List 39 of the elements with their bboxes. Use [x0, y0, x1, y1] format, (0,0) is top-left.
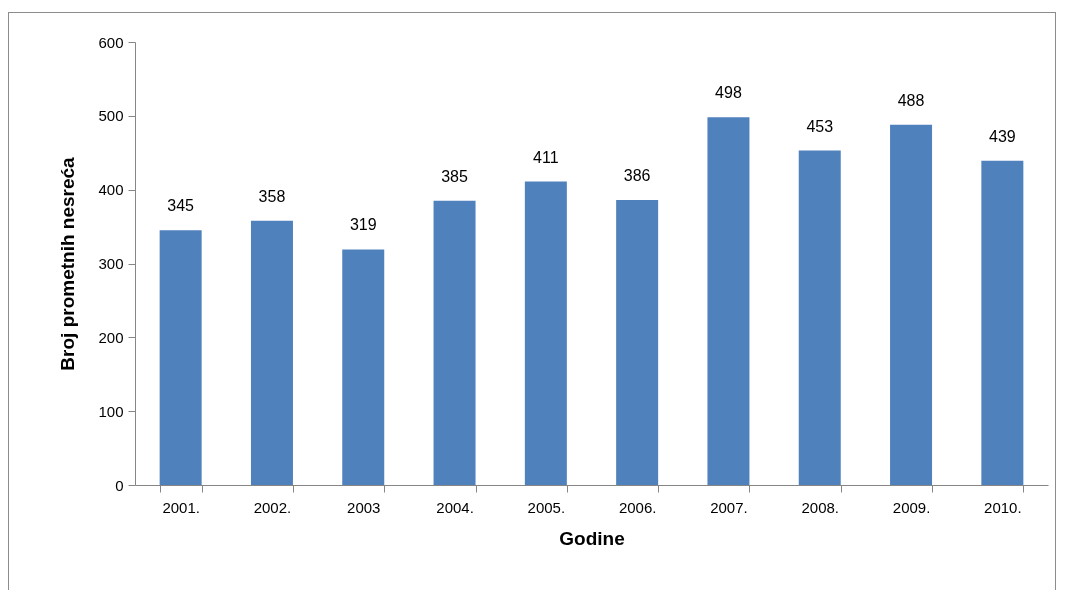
y-tick-label: 0 [115, 476, 124, 494]
y-tick-label: 500 [98, 107, 124, 125]
data-label: 345 [167, 197, 195, 215]
x-tick-label: 2003 [347, 498, 381, 516]
bar [433, 200, 476, 485]
x-tick-label: 2010. [984, 498, 1022, 516]
data-label: 439 [989, 127, 1016, 145]
data-label: 319 [349, 216, 377, 234]
bar [890, 124, 933, 485]
data-label: 358 [258, 187, 286, 205]
data-label: 411 [533, 148, 559, 166]
x-tick-label: 2004. [436, 498, 474, 516]
data-label: 453 [806, 117, 834, 135]
bar [342, 249, 385, 485]
y-axis-title: Broj prometnih nesreća [57, 156, 79, 371]
x-tick-label: 2007. [710, 498, 748, 516]
bar [159, 230, 202, 485]
y-tick-label: 200 [98, 328, 124, 346]
bar [798, 150, 841, 485]
bar [250, 220, 293, 485]
x-tick-label: 2006. [618, 498, 657, 516]
y-tick-label: 600 [98, 33, 124, 51]
data-label: 385 [441, 167, 468, 185]
x-tick-label: 2002. [253, 498, 292, 516]
bar [616, 200, 659, 485]
y-tick-label: 400 [98, 181, 124, 199]
x-tick-label: 2009. [892, 498, 931, 516]
x-axis-title: Godine [559, 527, 625, 549]
bar [707, 117, 750, 485]
data-label: 386 [623, 167, 651, 184]
x-tick-label: 2005. [527, 498, 566, 516]
data-label: 498 [715, 84, 742, 102]
x-tick-label: 2001. [162, 498, 200, 516]
data-label: 488 [897, 91, 925, 109]
x-tick-label: 2008. [801, 498, 840, 516]
bar [524, 181, 567, 485]
y-tick-label: 300 [98, 255, 124, 272]
y-tick-label: 100 [98, 402, 124, 420]
bar [981, 160, 1024, 485]
